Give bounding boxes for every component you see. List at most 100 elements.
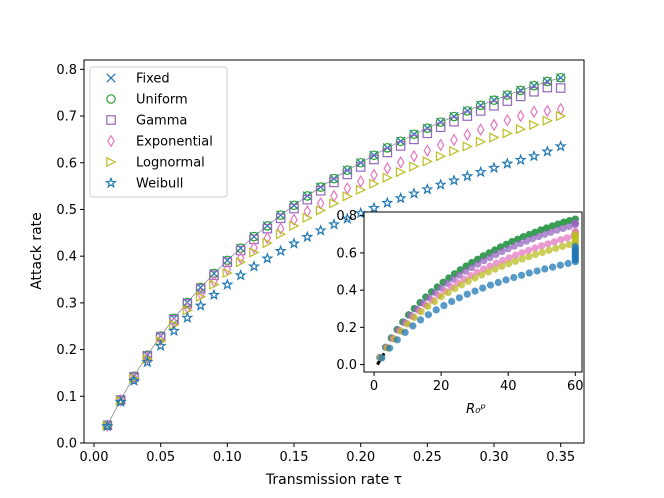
data-point [529, 86, 539, 97]
data-point [116, 394, 125, 407]
data-point [195, 284, 206, 294]
data-point [342, 169, 353, 180]
data-point [489, 132, 500, 143]
inset-data-point [457, 281, 466, 289]
y-axis-ticks: 0.0 0.1 0.2 0.3 0.4 0.5 0.6 0.7 0.8 [56, 63, 84, 452]
inset-data-point [528, 235, 537, 243]
inset-data-point [564, 259, 572, 268]
inset-data-point [378, 354, 386, 362]
main-series-markers [101, 72, 567, 433]
inset-data-point [504, 245, 512, 253]
legend-entry-lognormal: Lognormal [106, 156, 205, 171]
inset-data-point [468, 264, 476, 272]
inset-data-point [538, 248, 546, 256]
data-point [529, 80, 539, 91]
data-point [475, 100, 486, 111]
legend-label: Exponential [136, 135, 213, 150]
data-point [449, 116, 459, 127]
data-point [434, 178, 447, 190]
inset-data-point [556, 261, 564, 269]
legend-label: Fixed [136, 72, 170, 87]
data-point [489, 100, 499, 111]
inset-data-point [510, 242, 518, 250]
inset-data-point [531, 250, 540, 258]
inset-axes-frame [363, 211, 583, 373]
inset-data-point [525, 253, 533, 261]
legend-marker [104, 176, 118, 189]
inset-data-point [552, 244, 560, 252]
data-point [381, 196, 394, 209]
data-point [541, 145, 554, 157]
inset-data-point [517, 271, 526, 279]
inset-data-point [559, 224, 567, 232]
inset-data-point [565, 222, 573, 231]
x-tick-label: 0.00 [80, 450, 109, 465]
data-point [515, 123, 527, 135]
data-point [236, 251, 245, 265]
inset-data-point [571, 230, 579, 238]
data-point [462, 141, 473, 152]
data-point [542, 115, 553, 126]
inset-data-point [464, 277, 472, 285]
inset-data-point [498, 262, 506, 270]
inset-data-point [492, 251, 500, 259]
inset-data-point [512, 251, 520, 259]
inset-data-point [432, 306, 440, 314]
data-point [395, 141, 406, 151]
data-point [274, 244, 287, 257]
data-point [207, 288, 221, 301]
legend-label: Uniform [136, 93, 188, 108]
data-point [222, 267, 233, 279]
inset-data-point [525, 269, 533, 277]
data-point [527, 149, 541, 162]
inset-data-point [498, 248, 506, 256]
inset-data-point [553, 226, 561, 234]
y-tick-label: 0.2 [56, 343, 77, 358]
data-point [101, 419, 114, 432]
data-point [515, 85, 526, 96]
inset-data-point [431, 297, 439, 306]
data-point [462, 111, 473, 121]
data-point [369, 154, 379, 165]
data-point [315, 185, 326, 196]
data-point [327, 218, 341, 230]
data-point [315, 205, 327, 216]
inset-data-point [558, 242, 567, 250]
x-tick-label: 0.05 [146, 450, 175, 465]
legend-entry-uniform: Uniform [106, 93, 188, 108]
data-point [543, 104, 552, 118]
data-point [301, 230, 314, 243]
data-point [422, 123, 433, 133]
data-point [421, 182, 434, 195]
data-point [329, 198, 340, 209]
y-tick-label: 0.5 [56, 203, 77, 218]
inset-x-tick-label: 0 [370, 379, 378, 394]
data-point [181, 311, 194, 324]
inset-data-point [491, 265, 499, 273]
inset-data-point [471, 287, 479, 295]
inset-data-point [557, 236, 565, 244]
data-point [382, 147, 393, 158]
legend-label: Weibull [136, 177, 183, 192]
data-point [262, 237, 273, 249]
inset-x-tick-label: 20 [433, 379, 450, 394]
data-point [487, 161, 501, 174]
data-point [287, 237, 301, 249]
inset-data-point [409, 322, 417, 330]
data-point [289, 203, 299, 214]
data-point [356, 175, 365, 188]
data-point [435, 117, 446, 127]
inset-data-point [554, 220, 562, 228]
legend-entry-exponential: Exponential [107, 135, 213, 150]
inset-y-tick-label: 0.4 [336, 284, 357, 299]
data-point [515, 91, 526, 102]
data-point [474, 165, 487, 178]
inset-data-point [563, 234, 571, 242]
data-point [490, 118, 498, 132]
inset-data-point [541, 230, 549, 238]
data-point [461, 169, 474, 182]
inset-x-tick-label: 60 [567, 379, 584, 394]
data-point [476, 123, 485, 137]
inset-data-point [417, 316, 425, 324]
inset-data-point [531, 244, 539, 252]
